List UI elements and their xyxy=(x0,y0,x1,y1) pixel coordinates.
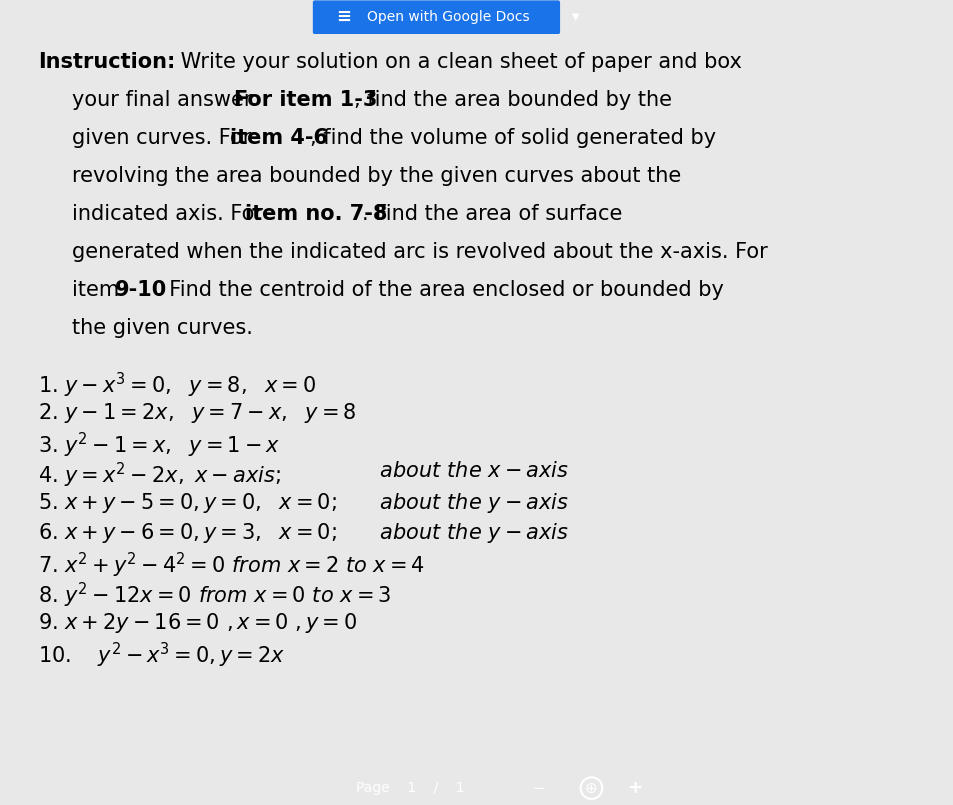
Text: given curves. For: given curves. For xyxy=(71,128,257,148)
Text: $\mathit{about\ the\ y - axis}$: $\mathit{about\ the\ y - axis}$ xyxy=(374,491,569,515)
Text: . Find the centroid of the area enclosed or bounded by: . Find the centroid of the area enclosed… xyxy=(156,280,723,299)
Text: 9. $x + 2y - 16 = 0\ ,x = 0\ ,y = 0$: 9. $x + 2y - 16 = 0\ ,x = 0\ ,y = 0$ xyxy=(38,611,357,635)
Text: For item 1-3: For item 1-3 xyxy=(233,90,377,109)
Text: ▼: ▼ xyxy=(572,12,579,22)
Text: your final answer.: your final answer. xyxy=(71,90,264,109)
Text: 3. $y^2 - 1 = x,\ \ y = 1 - x$: 3. $y^2 - 1 = x,\ \ y = 1 - x$ xyxy=(38,431,280,460)
Text: 9-10: 9-10 xyxy=(115,280,167,299)
Text: $\mathit{about\ the\ x - axis}$: $\mathit{about\ the\ x - axis}$ xyxy=(374,461,569,481)
Text: the given curves.: the given curves. xyxy=(71,318,253,338)
Text: Open with Google Docs: Open with Google Docs xyxy=(367,10,529,24)
Text: 4. $y = x^2 - 2x,\ x - axis;$: 4. $y = x^2 - 2x,\ x - axis;$ xyxy=(38,461,280,490)
Text: generated when the indicated arc is revolved about the x-axis. For: generated when the indicated arc is revo… xyxy=(71,242,767,262)
Text: $\mathit{about\ the\ y - axis}$: $\mathit{about\ the\ y - axis}$ xyxy=(374,521,569,545)
Text: −: − xyxy=(532,781,545,795)
Text: , find the area bounded by the: , find the area bounded by the xyxy=(354,90,671,109)
Text: item no. 7-8: item no. 7-8 xyxy=(245,204,387,224)
Text: Instruction:: Instruction: xyxy=(38,52,175,72)
Text: +: + xyxy=(626,779,641,797)
Text: 2. $y - 1 = 2x,\ \ y = 7 - x,\ \ y = 8$: 2. $y - 1 = 2x,\ \ y = 7 - x,\ \ y = 8$ xyxy=(38,401,356,425)
Text: . Find the area of surface: . Find the area of surface xyxy=(361,204,621,224)
Text: , find the volume of solid generated by: , find the volume of solid generated by xyxy=(310,128,716,148)
Text: item 4-6: item 4-6 xyxy=(230,128,328,148)
FancyBboxPatch shape xyxy=(313,0,559,34)
Text: 10.    $y^2 - x^3 = 0, y = 2x$: 10. $y^2 - x^3 = 0, y = 2x$ xyxy=(38,641,285,671)
Text: item: item xyxy=(71,280,126,299)
Text: 1. $y - x^3 = 0,\ \ y = 8,\ \ x = 0$: 1. $y - x^3 = 0,\ \ y = 8,\ \ x = 0$ xyxy=(38,371,316,400)
Text: ⊕: ⊕ xyxy=(584,781,598,795)
Text: 8. $y^2 - 12x = 0\ \mathit{from}\ x = 0\ \mathit{to}\ x = 3$: 8. $y^2 - 12x = 0\ \mathit{from}\ x = 0\… xyxy=(38,581,391,610)
Text: ≡: ≡ xyxy=(336,8,352,26)
Text: 5. $x + y - 5 = 0, y = 0,\ \ x = 0;$: 5. $x + y - 5 = 0, y = 0,\ \ x = 0;$ xyxy=(38,491,336,515)
Text: 6. $x + y - 6 = 0, y = 3,\ \ x = 0;$: 6. $x + y - 6 = 0, y = 3,\ \ x = 0;$ xyxy=(38,521,336,545)
Text: Page    1    /    1: Page 1 / 1 xyxy=(355,781,464,795)
Text: revolving the area bounded by the given curves about the: revolving the area bounded by the given … xyxy=(71,166,680,186)
Text: indicated axis. For: indicated axis. For xyxy=(71,204,270,224)
Text: 7. $x^2 + y^2 - 4^2 = 0\ \mathit{from}\ x = 2\ \mathit{to}\ x = 4$: 7. $x^2 + y^2 - 4^2 = 0\ \mathit{from}\ … xyxy=(38,551,425,580)
Text: Write your solution on a clean sheet of paper and box: Write your solution on a clean sheet of … xyxy=(173,52,741,72)
